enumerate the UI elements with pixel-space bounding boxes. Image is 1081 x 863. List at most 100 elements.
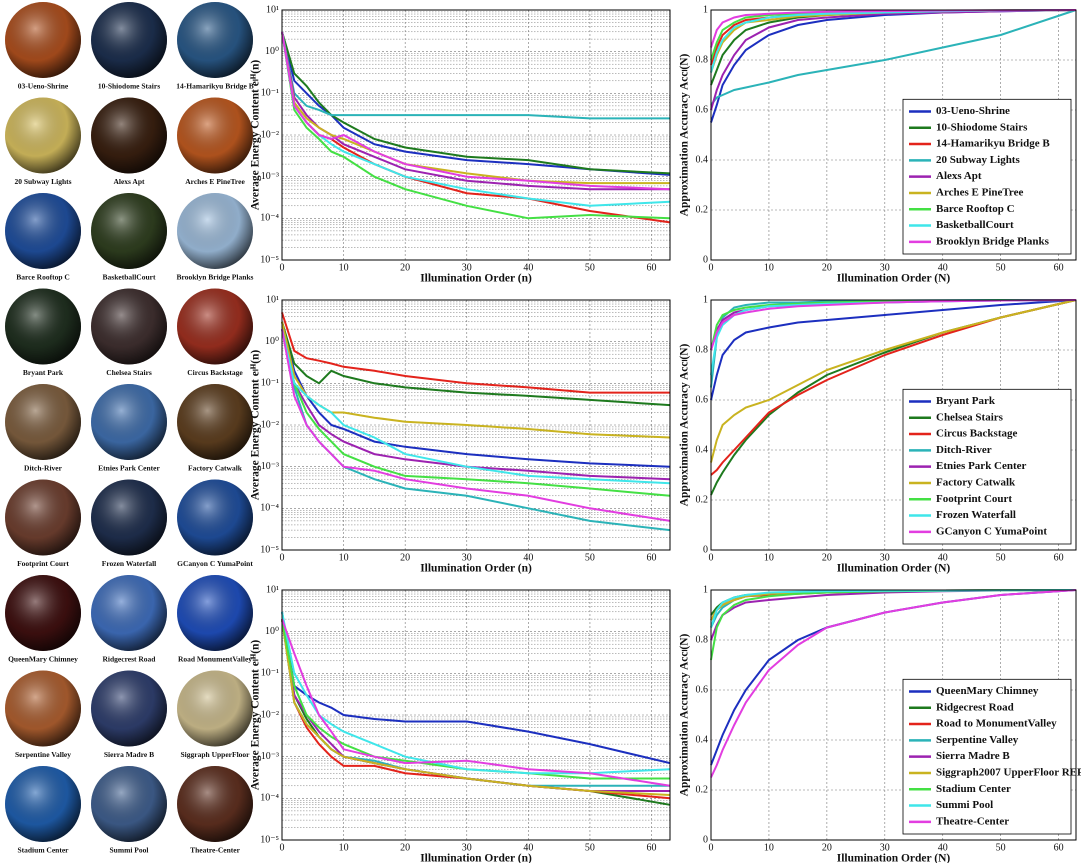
series-line [281,328,671,522]
x-tick-label: 60 [1054,262,1064,273]
thumbnail-label: Arches E PineTree [185,177,245,186]
legend-label: Theatre-Center [936,815,1009,827]
plot-frame [281,9,671,261]
legend-label: Serpentine Valley [936,734,1019,746]
thumbnail-shade [177,97,253,174]
y-tick-label: 0.8 [696,344,709,355]
chart: 10⁻⁵ 10⁻⁴ 10⁻³ 10⁻² 10⁻¹ 10⁰ 10¹ 0 10 20 30 40 50 60 I… [250,4,671,285]
y-tick-label: 10⁰ [265,626,279,637]
y-tick-label: 1 [703,584,708,595]
series-line [710,9,1077,106]
thumbnail-shade [177,766,253,842]
x-tick-label: 40 [938,552,948,563]
plot-frame [710,9,1077,261]
y-tick-label: 10⁰ [265,336,279,347]
thumbnail-label: Brooklyn Bridge Planks [177,273,254,282]
thumbnail-shade [5,575,81,651]
thumbnail-shade [91,97,167,174]
x-tick-label: 10 [764,262,774,273]
thumbnail-label: Theatre-Center [190,846,241,855]
x-tick-label: 60 [647,842,657,853]
y-tick-label: 0 [703,544,708,555]
y-tick-label: 10⁻¹ [261,88,279,99]
chart: 00.20.40.60.810 10 20 30 40 50 60Illumination … [679,4,1077,285]
legend-label: Ditch-River [936,444,992,456]
thumbnail-shade [177,2,253,78]
y-tick-label: 10⁻⁴ [260,213,279,224]
thumbnail-shade [5,2,81,78]
legend-label: Barce Rooftop C [936,203,1015,215]
x-tick-label: 40 [523,552,533,563]
x-tick-label: 10 [764,552,774,563]
x-tick-label: 20 [400,842,410,853]
x-tick-label: 40 [523,262,533,273]
series-line [281,618,671,787]
legend-label: Ridgecrest Road [936,701,1014,713]
thumbnail-shade [5,479,81,556]
legend-label: Circus Backstage [936,428,1017,440]
thumbnail-shade [91,288,167,365]
thumbnail-label: Footprint Court [17,559,69,568]
series-line [281,31,670,120]
legend-label: Arches E PineTree [936,186,1023,198]
x-tick-label: 0 [280,842,285,853]
y-tick-label: 10⁻² [261,129,279,140]
series-line [281,312,670,394]
y-tick-label: 10¹ [266,294,279,305]
y-tick-label: 0.2 [696,494,709,505]
y-tick-label: 0.2 [696,784,709,795]
thumbnail-label: Etnies Park Center [98,464,160,473]
thumbnail-shade [91,479,167,556]
x-tick-label: 30 [462,262,472,273]
x-axis-label: Illumination Order (N) [837,273,951,285]
x-tick-label: 40 [523,842,533,853]
series-line [281,328,671,485]
thumbnail-shade [177,193,253,269]
x-axis-label: Illumination Order (n) [420,563,532,575]
thumbnail-label: Sierra Madre B [104,750,154,759]
thumbnail-shade [5,97,81,174]
chart: 10⁻⁵ 10⁻⁴ 10⁻³ 10⁻² 10⁻¹ 10⁰ 10¹ 0 10 20 30 40 50 60 I… [250,294,671,575]
y-axis-label: Average Energy Content eₗᴴ(n) [250,60,262,211]
y-tick-label: 10⁻³ [261,171,279,182]
x-tick-label: 0 [709,262,714,273]
thumbnail-label: Chelsea Stairs [106,368,152,377]
series-line [281,31,671,175]
y-tick-label: 0.2 [696,204,709,215]
thumbnail-shade [91,384,167,460]
series-line [281,31,670,191]
thumbnail-label: 03-Ueno-Shrine [18,82,69,91]
x-axis-label: Illumination Order (N) [837,563,951,575]
series-line [281,611,671,775]
y-tick-label: 10⁻² [261,419,279,430]
thumbnail-shade [5,288,81,365]
legend-label: Summi Pool [936,799,993,811]
thumbnail-label: Ridgecrest Road [103,655,157,664]
legend-label: 20 Subway Lights [936,154,1020,166]
x-tick-label: 20 [822,262,832,273]
series-line [281,611,671,765]
y-axis-label: Average Energy Content eₗᴴ(n) [250,640,262,791]
y-tick-label: 10⁰ [265,46,279,57]
y-tick-label: 1 [703,294,708,305]
thumbnail-label: BasketballCourt [103,273,156,282]
x-tick-label: 0 [280,552,285,563]
x-tick-label: 20 [400,552,410,563]
series-line [281,328,671,497]
thumbnail-shade [177,288,253,365]
legend-label: Sierra Madre B [936,750,1010,762]
y-tick-label: 10¹ [266,584,279,595]
y-tick-label: 10⁻⁴ [260,503,279,514]
y-tick-label: 10⁻⁴ [260,793,279,804]
thumbnail-label: Stadium Center [17,846,69,855]
chart: 00.20.40.60.810 10 20 30 40 50 60Illumination … [679,294,1077,575]
x-tick-label: 10 [339,262,349,273]
x-tick-label: 50 [996,262,1006,273]
plot-frame [281,589,671,841]
legend-label: Siggraph2007 UpperFloor REF [936,766,1081,778]
thumbnail-label: Summi Pool [110,846,149,855]
legend-label: Brooklyn Bridge Planks [936,235,1050,247]
thumbnail-shade [91,766,167,842]
x-tick-label: 60 [1054,842,1064,853]
